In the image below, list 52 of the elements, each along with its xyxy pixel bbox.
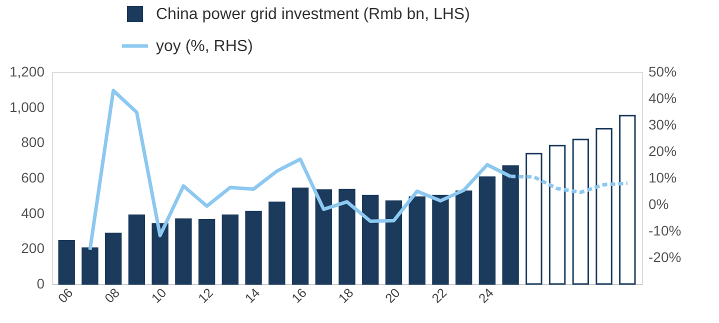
y-tick-label: 1,000 bbox=[9, 98, 45, 115]
x-tick-label: 22 bbox=[428, 285, 450, 306]
y2-tick-label: 0% bbox=[648, 196, 669, 212]
bar bbox=[385, 200, 402, 285]
y-tick-label: 800 bbox=[21, 134, 45, 150]
bar bbox=[548, 144, 566, 285]
bar bbox=[198, 218, 216, 285]
x-tick-label: 18 bbox=[335, 285, 356, 306]
x-tick-label: 16 bbox=[288, 285, 310, 306]
bar bbox=[408, 196, 426, 285]
y2-tick-label: 40% bbox=[648, 90, 677, 106]
y-tick-label: 200 bbox=[21, 240, 45, 256]
x-tick-label: 14 bbox=[242, 285, 263, 306]
y2-tick-label: 30% bbox=[648, 116, 677, 132]
bar bbox=[175, 218, 192, 285]
bar bbox=[455, 190, 472, 285]
bar bbox=[619, 114, 636, 285]
legend-label: yoy (%, RHS) bbox=[156, 38, 253, 55]
y-tick-label: 0 bbox=[36, 276, 45, 292]
y2-tick-label: 50% bbox=[648, 64, 677, 80]
bar bbox=[152, 223, 168, 285]
y-tick-label: 600 bbox=[21, 170, 45, 186]
bar bbox=[104, 232, 122, 285]
bar bbox=[82, 247, 98, 285]
bar bbox=[502, 165, 519, 285]
bar bbox=[478, 176, 496, 285]
bar bbox=[432, 194, 449, 285]
x-tick-label: 06 bbox=[54, 285, 76, 306]
bar bbox=[572, 138, 590, 285]
bar bbox=[58, 240, 75, 285]
y2-tick-label: -20% bbox=[648, 249, 682, 265]
x-tick-label: 10 bbox=[148, 285, 170, 306]
x-tick-label: 12 bbox=[195, 285, 216, 306]
y2-tick-label: 20% bbox=[648, 143, 677, 159]
x-tick-label: 08 bbox=[102, 285, 123, 306]
bar bbox=[268, 202, 286, 285]
bar bbox=[338, 188, 356, 285]
y2-tick-label: 10% bbox=[648, 170, 677, 186]
legend-label: China power grid investment (Rmb bn, LHS) bbox=[156, 6, 470, 23]
bar bbox=[596, 128, 612, 285]
bar bbox=[128, 214, 146, 285]
x-tick-label: 20 bbox=[382, 285, 403, 306]
x-tick-label: 24 bbox=[476, 285, 496, 306]
bar bbox=[222, 214, 239, 285]
y-tick-label: 400 bbox=[21, 204, 45, 221]
bar bbox=[526, 152, 542, 285]
bar bbox=[315, 189, 332, 285]
bar bbox=[245, 210, 262, 285]
y2-tick-label: -10% bbox=[648, 222, 682, 238]
bar bbox=[292, 188, 309, 285]
y-tick-label: 1,200 bbox=[9, 64, 45, 80]
bar bbox=[362, 194, 379, 285]
